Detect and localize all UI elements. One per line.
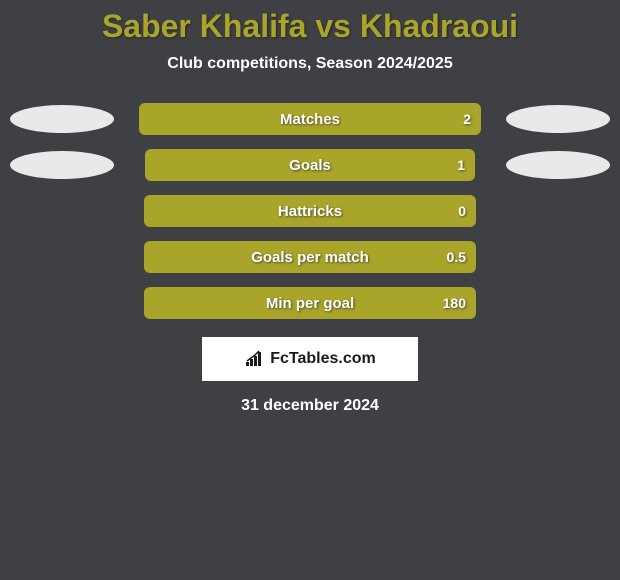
logo-text: FcTables.com xyxy=(270,350,376,368)
stat-bar: Min per goal 180 xyxy=(144,287,476,319)
bar-wrap: Goals per match 0.5 xyxy=(114,241,506,273)
bar-wrap: Goals 1 xyxy=(114,149,506,181)
player-right-oval xyxy=(506,151,610,179)
player-right-oval xyxy=(506,105,610,133)
page-title: Saber Khalifa vs Khadraoui xyxy=(0,8,620,45)
stat-label: Hattricks xyxy=(278,203,342,220)
stat-bar: Hattricks 0 xyxy=(144,195,476,227)
stats-area: Matches 2 Goals 1 Hattricks 0 xyxy=(0,103,620,319)
oval-spacer xyxy=(506,289,610,317)
stat-label: Min per goal xyxy=(266,295,354,312)
date-line: 31 december 2024 xyxy=(0,397,620,415)
oval-spacer xyxy=(506,243,610,271)
oval-spacer xyxy=(10,197,114,225)
player-left-oval xyxy=(10,105,114,133)
stat-bar: Goals 1 xyxy=(145,149,475,181)
oval-spacer xyxy=(506,197,610,225)
stat-value: 1 xyxy=(457,157,465,173)
stat-value: 2 xyxy=(463,111,471,127)
page-subtitle: Club competitions, Season 2024/2025 xyxy=(0,55,620,73)
chart-icon xyxy=(244,350,266,368)
stat-value: 0.5 xyxy=(447,249,466,265)
logo-inner: FcTables.com xyxy=(244,350,376,368)
stat-row-goals-per-match: Goals per match 0.5 xyxy=(10,241,610,273)
comparison-panel: Saber Khalifa vs Khadraoui Club competit… xyxy=(0,0,620,415)
oval-spacer xyxy=(10,289,114,317)
stat-value: 0 xyxy=(458,203,466,219)
stat-label: Goals xyxy=(289,157,331,174)
player-left-oval xyxy=(10,151,114,179)
stat-bar: Matches 2 xyxy=(139,103,481,135)
stat-label: Matches xyxy=(280,111,340,128)
stat-bar: Goals per match 0.5 xyxy=(144,241,476,273)
stat-row-matches: Matches 2 xyxy=(10,103,610,135)
stat-label: Goals per match xyxy=(251,249,369,266)
bar-wrap: Min per goal 180 xyxy=(114,287,506,319)
bar-wrap: Matches 2 xyxy=(114,103,506,135)
stat-row-min-per-goal: Min per goal 180 xyxy=(10,287,610,319)
stat-row-hattricks: Hattricks 0 xyxy=(10,195,610,227)
stat-value: 180 xyxy=(443,295,466,311)
oval-spacer xyxy=(10,243,114,271)
logo-box: FcTables.com xyxy=(202,337,418,381)
bar-wrap: Hattricks 0 xyxy=(114,195,506,227)
stat-row-goals: Goals 1 xyxy=(10,149,610,181)
